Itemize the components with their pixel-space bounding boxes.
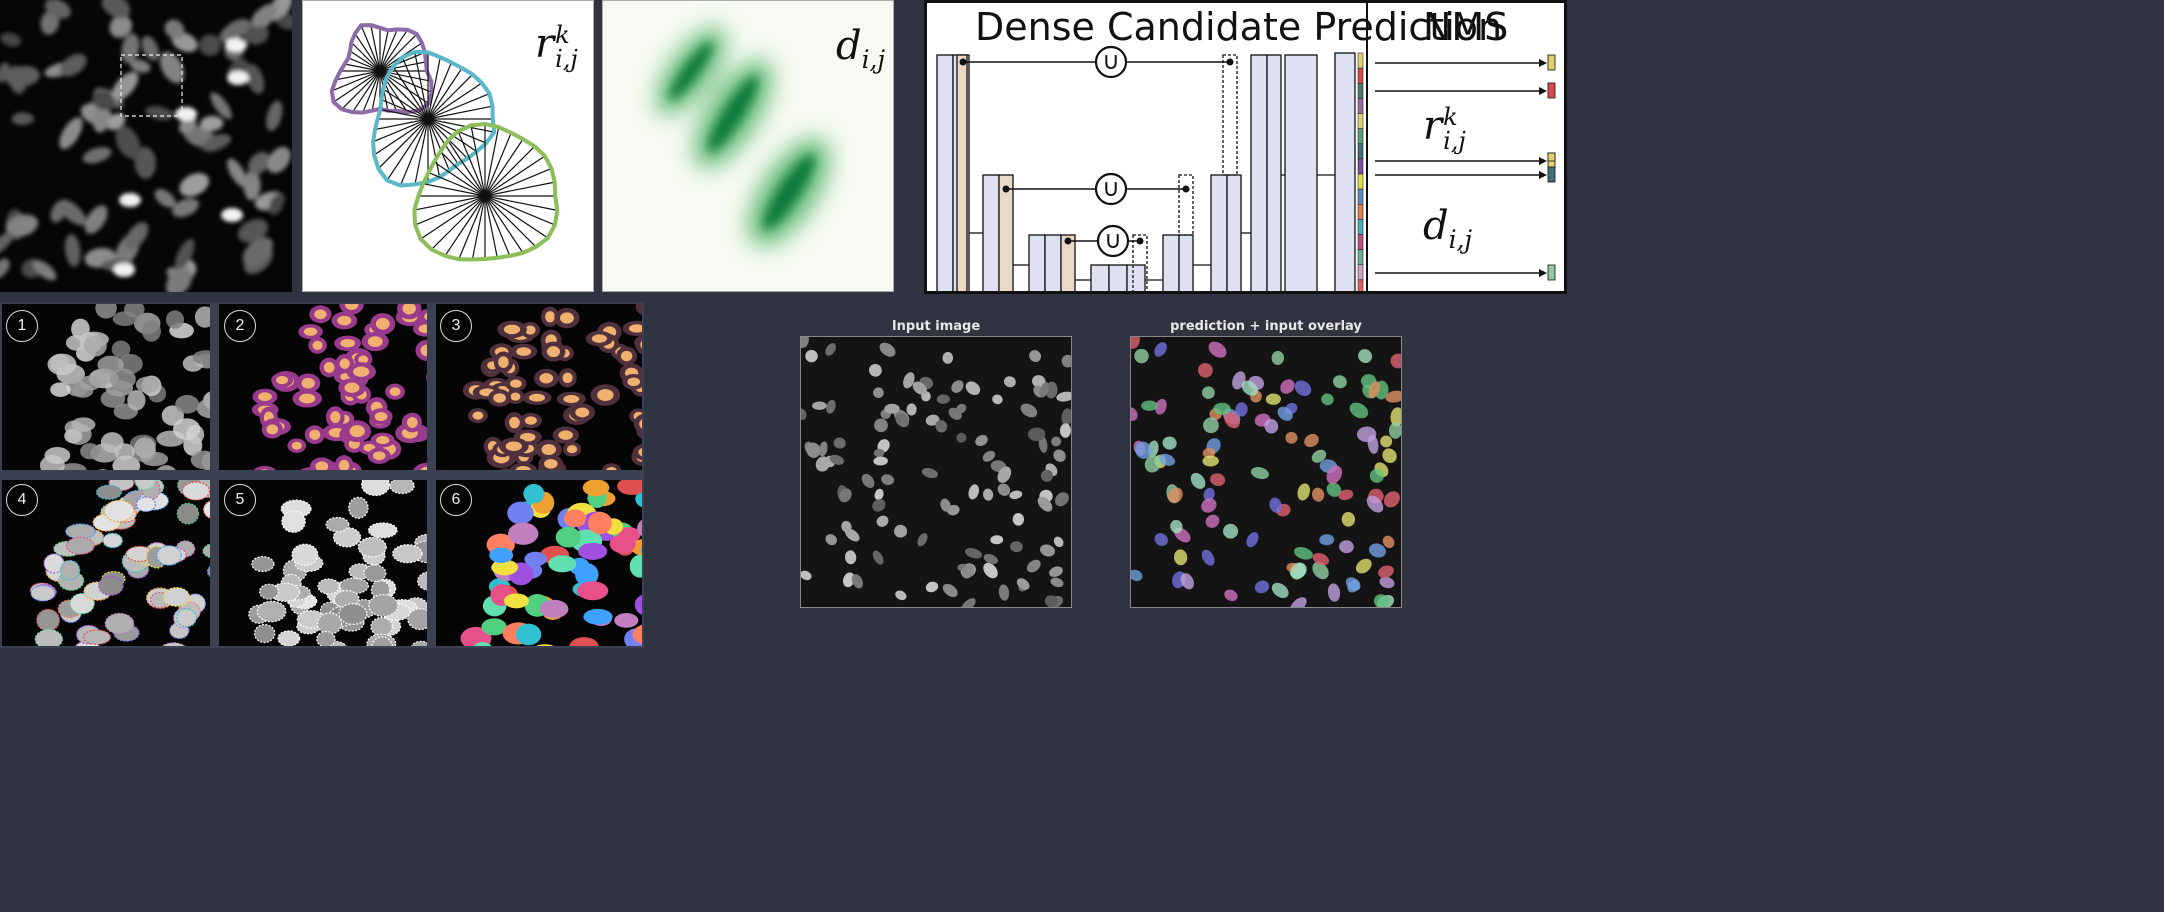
zoom-region-box (120, 54, 183, 117)
object-probability-panel: di,j (602, 0, 894, 292)
step-5-panel (219, 480, 427, 646)
step-4-badge: 4 (6, 484, 38, 516)
step-6-panel (436, 480, 642, 646)
step-4-panel (2, 480, 210, 646)
step-2-badge: 2 (224, 310, 256, 342)
step-3-panel (436, 304, 642, 470)
step-2-panel (219, 304, 427, 470)
distance-label: di,j (836, 23, 886, 74)
step-1-badge: 1 (6, 310, 38, 342)
union-symbol-2: ∪ (1102, 174, 1120, 202)
header-nms: NMS (1423, 5, 1509, 49)
input-image (801, 337, 1071, 607)
caption-prediction-overlay: prediction + input overlay (1170, 319, 1362, 334)
unet-diagram (936, 3, 1556, 291)
union-symbol-3: ∪ (1104, 226, 1122, 254)
step-1-image (39, 304, 210, 470)
rays-label: r k i,j (535, 21, 578, 73)
header-dense-candidate-prediction: Dense Candidate Prediction (975, 5, 1503, 49)
pipeline-steps-grid: 1 2 3 4 5 6 (0, 302, 644, 648)
star-convex-polygons (329, 23, 560, 262)
union-symbol-1: ∪ (1102, 47, 1120, 75)
nms-distance-label: di,j (1423, 203, 1473, 254)
nuclei-image (0, 0, 292, 292)
step-3-image (462, 304, 642, 470)
caption-input-image: Input image (891, 319, 981, 334)
step-2-image (251, 304, 427, 470)
network-architecture-panel: Dense Candidate Prediction NMS (924, 0, 1567, 294)
step-5-image (248, 480, 427, 646)
overlay-image-panel (1130, 336, 1402, 608)
star-convex-rays-panel: r k i,j (302, 0, 594, 292)
prediction-overlay-image (1131, 337, 1401, 607)
step-6-badge: 6 (440, 484, 472, 516)
step-6-image (460, 480, 642, 646)
step-4-image (29, 480, 210, 646)
step-5-badge: 5 (224, 484, 256, 516)
nuclei-image-svg (0, 0, 292, 292)
step-3-badge: 3 (440, 310, 472, 342)
nms-rays-label: r k i,j (1423, 103, 1466, 155)
probability-map (655, 26, 831, 247)
input-image-panel (800, 336, 1072, 608)
